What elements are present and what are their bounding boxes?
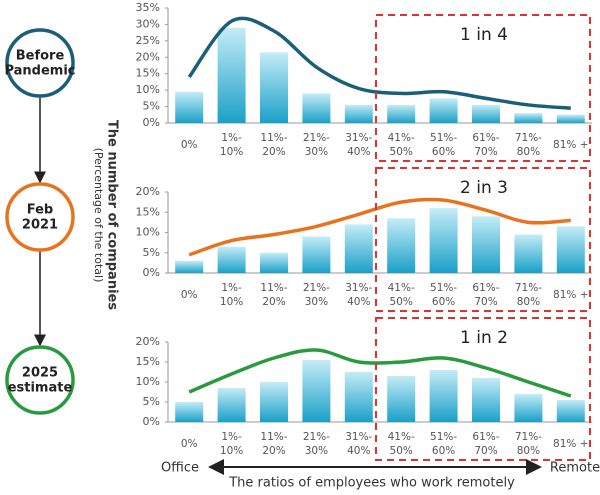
bar [344, 104, 373, 123]
bar [175, 91, 204, 123]
bar [472, 104, 500, 123]
x-axis-label: The ratios of employees who work remotel… [228, 476, 515, 491]
x-tick-label: 11%-20% [260, 282, 287, 308]
x-tick-label: 61%-70% [472, 282, 499, 308]
x-tick-label: 71%-80% [515, 282, 542, 308]
x-tick-label: 1%-10% [220, 132, 243, 158]
x-tick-label: 21%-30% [303, 132, 330, 158]
y-axis-sublabel: (Percentage of the total) [92, 148, 105, 283]
x-tick-label: 61%-70% [472, 431, 499, 457]
bar [387, 376, 416, 422]
annotation: 1 in 2 [460, 328, 508, 348]
bar [260, 252, 288, 273]
y-tick-label: 30% [136, 17, 160, 30]
y-tick-label: 0% [143, 116, 160, 129]
x-tick-label: 51%-60% [430, 132, 457, 158]
bar [344, 224, 373, 273]
x-tick-label: 1%-10% [220, 282, 243, 308]
bar [429, 98, 458, 123]
y-tick-label: 0% [143, 415, 160, 428]
bar [514, 113, 543, 123]
stage-circle [5, 182, 75, 252]
y-tick-label: 10% [136, 83, 160, 96]
x-tick-label: 41%-50% [388, 431, 415, 457]
bar [556, 226, 585, 273]
y-tick-label: 20% [136, 50, 160, 63]
y-tick-label: 0% [143, 266, 160, 279]
y-tick-label: 25% [136, 34, 160, 47]
bar [217, 246, 246, 273]
x-tick-label: 71%-80% [515, 431, 542, 457]
x-left-label: Office [161, 461, 199, 476]
x-tick-label: 41%-50% [388, 132, 415, 158]
y-tick-label: 15% [136, 205, 160, 218]
y-tick-label: 10% [136, 375, 160, 388]
stage-circle [5, 28, 75, 98]
y-tick-label: 20% [136, 185, 160, 198]
x-tick-label: 0% [181, 139, 198, 151]
bar [260, 382, 288, 422]
bar [387, 218, 416, 273]
x-tick-label: 0% [181, 289, 198, 301]
x-tick-label: 1%-10% [220, 431, 243, 457]
stage-label: Feb 2021 [22, 202, 58, 232]
stage-circle [5, 345, 75, 415]
x-right-label: Remote [550, 461, 600, 476]
annotation: 1 in 4 [460, 25, 508, 45]
y-tick-label: 15% [136, 355, 160, 368]
bar [429, 370, 458, 422]
trend-line [188, 197, 571, 257]
bar [260, 52, 288, 123]
x-tick-label: 21%-30% [303, 431, 330, 457]
y-tick-label: 5% [143, 246, 160, 259]
bar [175, 402, 204, 422]
y-tick-label: 10% [136, 226, 160, 239]
bar [556, 114, 585, 123]
bar [387, 104, 416, 123]
x-tick-label: 61%-70% [472, 132, 499, 158]
bar [472, 216, 500, 273]
highlight-box [375, 317, 591, 461]
bar [217, 27, 246, 123]
bar [472, 378, 500, 422]
highlight-box [375, 167, 591, 312]
annotation: 2 in 3 [460, 178, 508, 198]
x-tick-label: 81% + [553, 289, 588, 301]
bar [302, 236, 331, 273]
bar [175, 260, 204, 273]
x-tick-label: 71%-80% [515, 132, 542, 158]
bar [514, 234, 543, 273]
bar [514, 394, 543, 422]
x-tick-label: 31%-40% [345, 132, 372, 158]
y-tick-label: 5% [143, 395, 160, 408]
bar [429, 208, 458, 273]
trend-line [188, 348, 572, 398]
bar [302, 360, 331, 422]
x-tick-label: 51%-60% [430, 431, 457, 457]
x-tick-label: 21%-30% [303, 282, 330, 308]
x-tick-label: 11%-20% [260, 431, 287, 457]
stage-label: Before Pandemic [4, 48, 75, 78]
x-tick-label: 11%-20% [260, 132, 287, 158]
x-tick-label: 81% + [553, 139, 588, 151]
bar [217, 388, 246, 422]
y-tick-label: 35% [136, 1, 160, 14]
y-tick-label: 15% [136, 67, 160, 80]
bar [302, 93, 331, 123]
trend-line [187, 16, 571, 110]
y-tick-label: 20% [136, 335, 160, 348]
y-tick-label: 5% [143, 100, 160, 113]
x-tick-label: 31%-40% [345, 431, 372, 457]
x-tick-label: 0% [181, 438, 198, 450]
x-tick-label: 81% + [553, 438, 588, 450]
x-tick-label: 41%-50% [388, 282, 415, 308]
stage-label: 2025 estimate [8, 365, 73, 395]
y-axis-label: The number of companies [105, 120, 120, 310]
bar [556, 400, 585, 422]
x-tick-label: 51%-60% [430, 282, 457, 308]
bar [344, 372, 373, 422]
x-tick-label: 31%-40% [345, 282, 372, 308]
